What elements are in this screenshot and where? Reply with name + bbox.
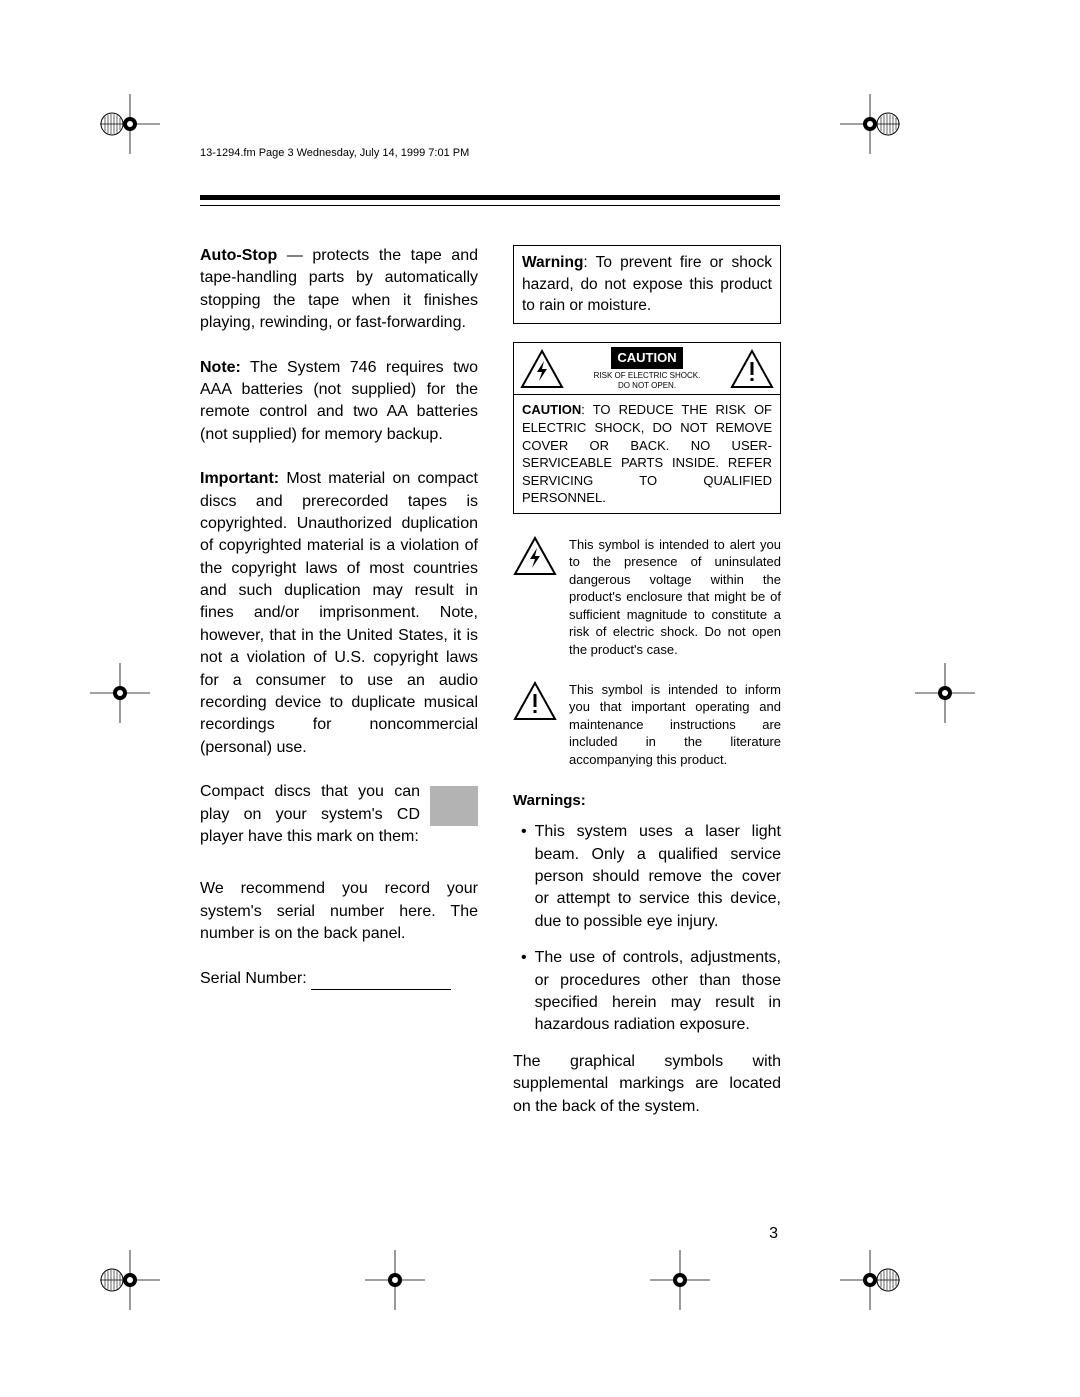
page-header-text: 13-1294.fm Page 3 Wednesday, July 14, 19… <box>200 147 469 159</box>
registration-mark-icon <box>650 1250 710 1315</box>
warnings-header: Warnings: <box>513 790 781 811</box>
bolt-symbol-text: This symbol is intended to alert you to … <box>569 536 781 659</box>
warning-box: Warning: To prevent fire or shock hazard… <box>513 245 781 324</box>
important-paragraph: Important: Most material on compact disc… <box>200 468 478 759</box>
caution-top-row: CAUTION RISK OF ELECTRIC SHOCK. DO NOT O… <box>514 343 780 394</box>
caution-center: CAUTION RISK OF ELECTRIC SHOCK. DO NOT O… <box>568 347 726 390</box>
lightning-triangle-icon <box>513 536 557 576</box>
right-column: Warning: To prevent fire or shock hazard… <box>513 245 781 1118</box>
bullet-dot-icon: • <box>513 821 527 933</box>
exclamation-triangle-icon <box>730 349 774 389</box>
cd-mark-text: Compact discs that you can play on your … <box>200 781 420 848</box>
warning-label: Warning <box>522 254 583 271</box>
bullet-item-1: • This system uses a laser light beam. O… <box>513 821 781 933</box>
serial-intro-paragraph: We recommend you record your system's se… <box>200 878 478 945</box>
caution-label: CAUTION <box>611 347 682 369</box>
registration-mark-icon <box>840 94 900 159</box>
auto-stop-paragraph: Auto-Stop — protects the tape and tape-h… <box>200 245 478 335</box>
excl-symbol-row: This symbol is intended to inform you th… <box>513 681 781 769</box>
bullet-item-2: • The use of controls, adjustments, or p… <box>513 947 781 1037</box>
bolt-symbol-row: This symbol is intended to alert you to … <box>513 536 781 659</box>
horizontal-rule-thick <box>200 195 780 200</box>
note-text: The System 746 requires two AAA batterie… <box>200 359 478 443</box>
registration-mark-icon <box>915 663 975 728</box>
excl-symbol-text: This symbol is intended to inform you th… <box>569 681 781 769</box>
caution-bottom-label: CAUTION <box>522 402 581 417</box>
lightning-triangle-icon <box>520 349 564 389</box>
auto-stop-label: Auto-Stop <box>200 247 277 264</box>
cd-mark-row: Compact discs that you can play on your … <box>200 781 478 848</box>
important-label: Important: <box>200 470 279 487</box>
cd-mark-placeholder-icon <box>430 786 478 826</box>
bullet-text-2: The use of controls, adjustments, or pro… <box>535 947 781 1037</box>
serial-number-line: Serial Number: <box>200 968 478 990</box>
caution-risk-1: RISK OF ELECTRIC SHOCK. <box>568 371 726 381</box>
exclamation-triangle-icon <box>513 681 557 721</box>
registration-mark-icon <box>365 1250 425 1315</box>
caution-bottom-text: CAUTION: TO REDUCE THE RISK OF ELECTRIC … <box>514 394 780 512</box>
note-paragraph: Note: The System 746 requires two AAA ba… <box>200 357 478 447</box>
registration-mark-icon <box>840 1250 900 1315</box>
registration-mark-icon <box>100 94 160 159</box>
bullet-dot-icon: • <box>513 947 527 1037</box>
registration-mark-icon <box>90 663 150 728</box>
caution-risk-2: DO NOT OPEN. <box>568 381 726 391</box>
closing-paragraph: The graphical symbols with supplemental … <box>513 1051 781 1118</box>
bullet-text-1: This system uses a laser light beam. Onl… <box>535 821 781 933</box>
horizontal-rule-thin <box>200 205 780 206</box>
caution-bottom-body: : TO REDUCE THE RISK OF ELECTRIC SHOCK, … <box>522 402 772 505</box>
left-column: Auto-Stop — protects the tape and tape-h… <box>200 245 478 990</box>
page-number: 3 <box>769 1225 778 1243</box>
caution-box: CAUTION RISK OF ELECTRIC SHOCK. DO NOT O… <box>513 342 781 514</box>
important-text: Most material on compact discs and prere… <box>200 470 478 756</box>
serial-blank-line <box>311 989 451 990</box>
registration-mark-icon <box>100 1250 160 1315</box>
serial-label: Serial Number: <box>200 970 311 987</box>
note-label: Note: <box>200 359 241 376</box>
